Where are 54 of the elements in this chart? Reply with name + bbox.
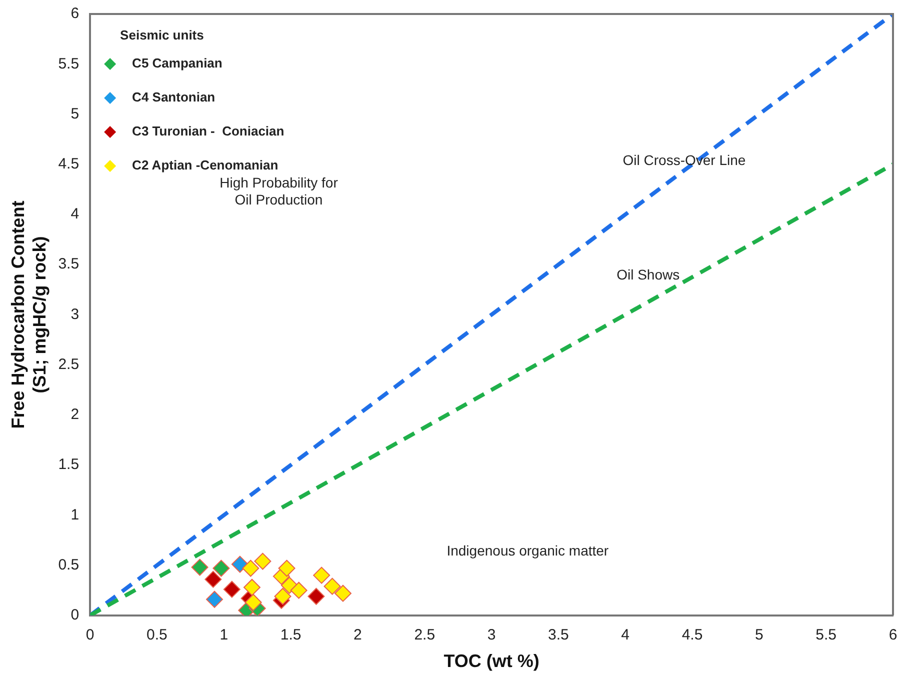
x-tick-label: 0.5 (146, 626, 168, 644)
y-tick-label: 3.5 (58, 256, 80, 273)
x-tick-label: 5 (755, 626, 764, 644)
annotation: Oil Shows (616, 266, 680, 282)
y-tick-label: 6 (70, 5, 80, 22)
x-tick-label: 4 (621, 626, 630, 644)
legend-label: C5 Campanian (132, 56, 222, 71)
y-tick-label: 3 (70, 306, 80, 323)
y-tick-label: 1 (70, 506, 80, 524)
point (274, 588, 292, 605)
point (204, 570, 222, 588)
y-tick-label: 0 (70, 606, 80, 624)
x-tick-label: 0 (86, 626, 94, 644)
x-axis-title: TOC (wt %) (444, 651, 540, 672)
x-tick-label: 3.5 (548, 626, 569, 644)
x-tick-label: 4.5 (682, 626, 703, 644)
y-tick-label: 1.5 (58, 456, 80, 474)
point (324, 578, 341, 595)
y-axis-title: Free Hydrocarbon Content (S1; mgHC/g rock) (8, 200, 50, 429)
point (290, 582, 308, 599)
x-tick-label: 6 (888, 626, 898, 644)
point (313, 566, 330, 584)
x-tick-label: 1 (220, 626, 228, 644)
annotation: Oil Cross-Over Line (622, 152, 746, 168)
point (308, 588, 325, 605)
x-tick-label: 1.5 (280, 626, 302, 644)
legend-label: C2 Aptian -Cenomanian (132, 158, 278, 173)
point (231, 556, 248, 573)
y-tick-label: 5 (70, 105, 80, 122)
point (278, 560, 296, 577)
y-tick-label: 4.5 (58, 155, 80, 172)
legend-label: C3 Turonian - Coniacian (132, 124, 284, 139)
x-tick-label: 2 (354, 626, 362, 644)
x-tick-label: 5.5 (816, 626, 837, 644)
point (242, 560, 260, 577)
point (244, 594, 262, 611)
y-tick-label: 4 (70, 206, 80, 223)
annotation: High Probability for Oil Production (220, 174, 338, 208)
point (206, 590, 224, 608)
legend-label: C4 Santonian (132, 90, 216, 105)
y-tick-label: 2.5 (58, 356, 80, 373)
annotation: Indigenous organic matter (446, 542, 609, 559)
legend-title: Seismic units (120, 28, 204, 43)
point (243, 578, 260, 596)
point (223, 580, 240, 598)
x-tick-label: 3 (487, 626, 496, 644)
y-tick-label: 0.5 (58, 556, 80, 574)
x-tick-label: 2.5 (414, 626, 436, 644)
point (191, 558, 208, 576)
point (334, 584, 352, 602)
y-tick-label: 2 (70, 406, 80, 424)
point (212, 560, 230, 577)
y-tick-label: 5.5 (58, 55, 80, 72)
point (254, 552, 272, 570)
